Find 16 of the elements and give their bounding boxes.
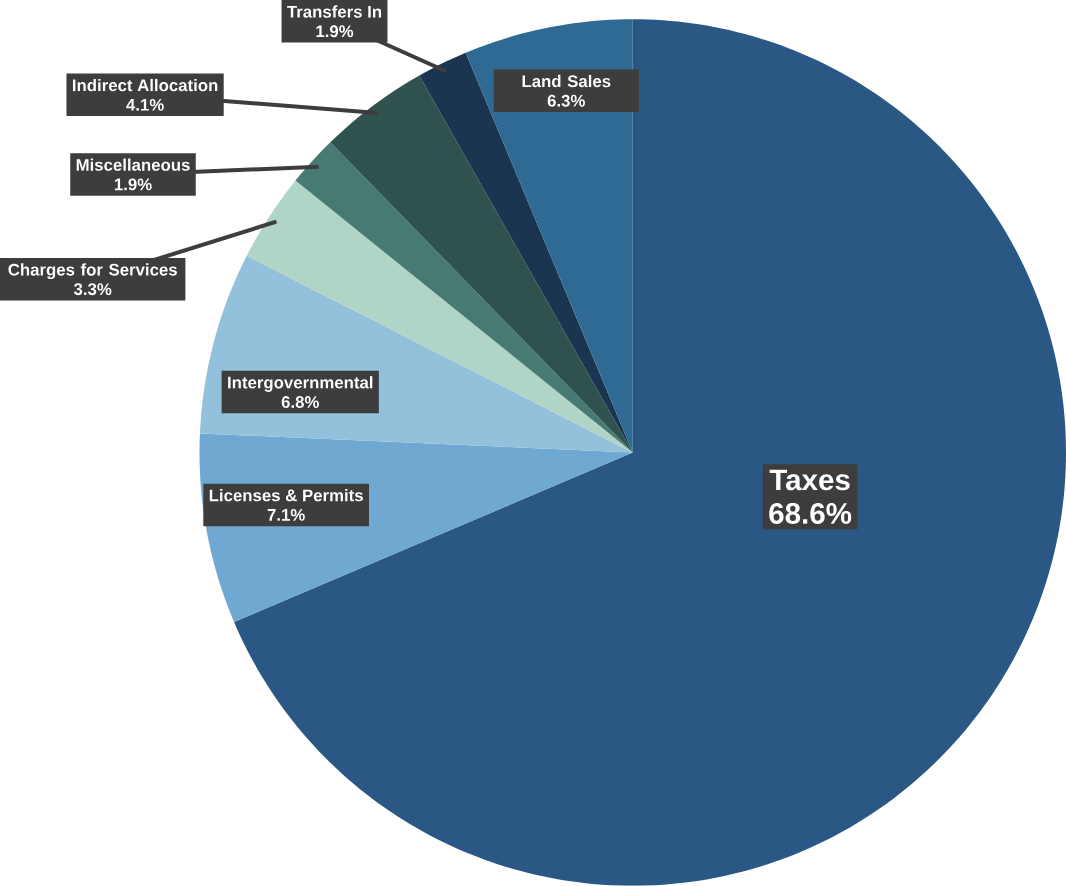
data-label: 1.9%	[114, 178, 152, 191]
slice-label: Indirect Allocation	[72, 79, 218, 92]
slice-label: Intergovernmental	[228, 376, 373, 392]
data-label: 3.3%	[73, 283, 112, 296]
slice-label: Taxes	[769, 469, 850, 491]
data-label: 68.6%	[769, 503, 852, 525]
slice-label: Transfers In	[287, 5, 382, 18]
data-label: 4.1%	[126, 99, 164, 111]
data-label: 6.3%	[547, 94, 585, 107]
slice-label: Charges for Services	[8, 263, 177, 280]
data-label: 1.9%	[316, 25, 354, 38]
data-label: 7.1%	[267, 509, 305, 521]
slice-label: Miscellaneous	[76, 158, 190, 171]
data-label: 6.8%	[281, 396, 319, 409]
slice-label: Licenses & Permits	[209, 489, 363, 502]
slice-label: Land Sales	[522, 74, 611, 88]
